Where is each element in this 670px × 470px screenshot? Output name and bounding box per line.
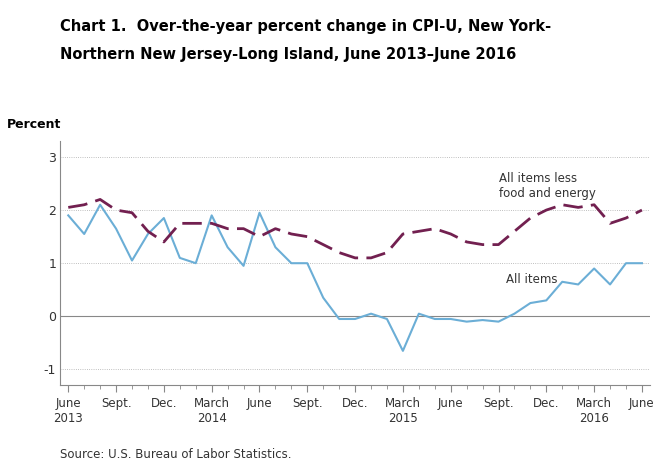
Text: All items less
food and energy: All items less food and energy (498, 172, 596, 200)
Text: Percent: Percent (7, 118, 62, 131)
Text: Chart 1.  Over-the-year percent change in CPI-U, New York-: Chart 1. Over-the-year percent change in… (60, 19, 551, 34)
Text: Northern New Jersey-Long Island, June 2013–June 2016: Northern New Jersey-Long Island, June 20… (60, 47, 517, 62)
Text: All items: All items (507, 273, 558, 286)
Text: Source: U.S. Bureau of Labor Statistics.: Source: U.S. Bureau of Labor Statistics. (60, 447, 292, 461)
